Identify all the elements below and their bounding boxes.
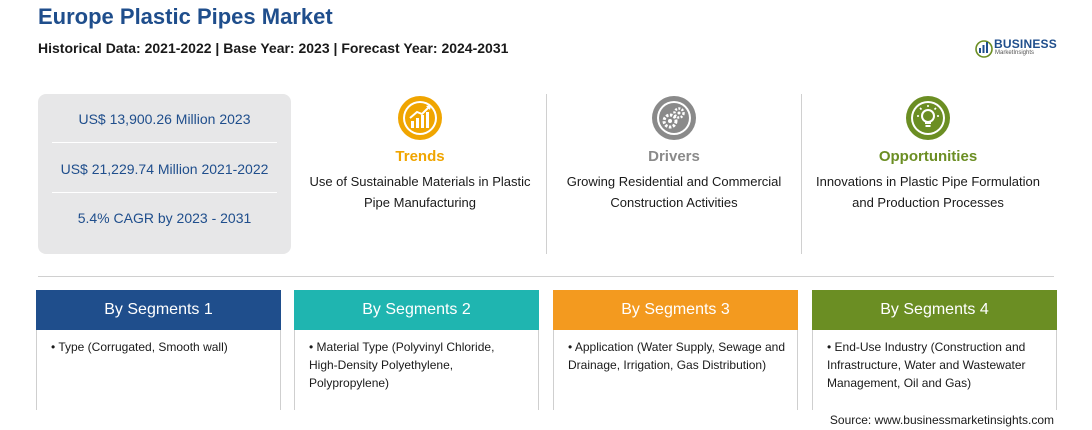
chart-growth-icon xyxy=(396,94,444,142)
drivers-column: Drivers Growing Residential and Commerci… xyxy=(553,94,795,213)
drivers-heading: Drivers xyxy=(648,148,700,165)
gears-icon xyxy=(650,94,698,142)
segment-card-2: By Segments 2 • Material Type (Polyvinyl… xyxy=(294,290,539,410)
segment-2-heading: By Segments 2 xyxy=(294,290,539,330)
column-divider xyxy=(801,94,802,254)
opportunities-column: Opportunities Innovations in Plastic Pip… xyxy=(808,94,1048,213)
market-stats-panel: US$ 13,900.26 Million 2023 US$ 21,229.74… xyxy=(38,94,291,254)
logo-globe-icon xyxy=(975,40,993,58)
logo-tagline: MarketInsights xyxy=(995,50,1035,56)
segment-card-4: By Segments 4 • End-Use Industry (Constr… xyxy=(812,290,1057,410)
stat-divider xyxy=(52,192,277,193)
segment-1-body: • Type (Corrugated, Smooth wall) xyxy=(36,330,281,410)
page-title: Europe Plastic Pipes Market xyxy=(38,4,333,29)
page-subtitle: Historical Data: 2021-2022 | Base Year: … xyxy=(38,40,509,56)
segment-1-text: Type (Corrugated, Smooth wall) xyxy=(58,340,228,354)
bullet-icon: • xyxy=(568,340,573,354)
bullet-icon: • xyxy=(309,340,314,354)
trends-text: Use of Sustainable Materials in Plastic … xyxy=(309,174,531,210)
segment-2-body: • Material Type (Polyvinyl Chloride, Hig… xyxy=(294,330,539,410)
segment-4-text: End-Use Industry (Construction and Infra… xyxy=(827,340,1026,390)
segment-3-heading: By Segments 3 xyxy=(553,290,798,330)
bullet-icon: • xyxy=(827,340,832,354)
segment-4-heading: By Segments 4 xyxy=(812,290,1057,330)
segment-2-text: Material Type (Polyvinyl Chloride, High-… xyxy=(309,340,495,390)
market-value-2023: US$ 13,900.26 Million 2023 xyxy=(78,111,251,127)
opportunities-heading: Opportunities xyxy=(878,148,978,165)
column-divider xyxy=(546,94,547,254)
source-link[interactable]: Source: www.businessmarketinsights.com xyxy=(829,413,1054,427)
stat-divider xyxy=(52,142,277,143)
segment-card-3: By Segments 3 • Application (Water Suppl… xyxy=(553,290,798,410)
company-logo: BUSINESS MarketInsights xyxy=(975,36,1065,60)
trends-column: Trends Use of Sustainable Materials in P… xyxy=(298,94,542,213)
market-cagr: 5.4% CAGR by 2023 - 2031 xyxy=(77,210,252,226)
lightbulb-icon xyxy=(904,94,952,142)
drivers-text: Growing Residential and Commercial Const… xyxy=(566,174,782,210)
section-divider xyxy=(38,276,1054,277)
segment-3-text: Application (Water Supply, Sewage and Dr… xyxy=(568,340,785,372)
opportunities-text: Innovations in Plastic Pipe Formulation … xyxy=(815,174,1040,210)
segment-card-1: By Segments 1 • Type (Corrugated, Smooth… xyxy=(36,290,281,410)
logo-name: BUSINESS xyxy=(994,37,1057,51)
market-value-historical: US$ 21,229.74 Million 2021-2022 xyxy=(60,161,269,177)
segment-4-body: • End-Use Industry (Construction and Inf… xyxy=(812,330,1057,410)
segment-1-heading: By Segments 1 xyxy=(36,290,281,330)
bullet-icon: • xyxy=(51,340,56,354)
segment-3-body: • Application (Water Supply, Sewage and … xyxy=(553,330,798,410)
trends-heading: Trends xyxy=(395,148,445,165)
